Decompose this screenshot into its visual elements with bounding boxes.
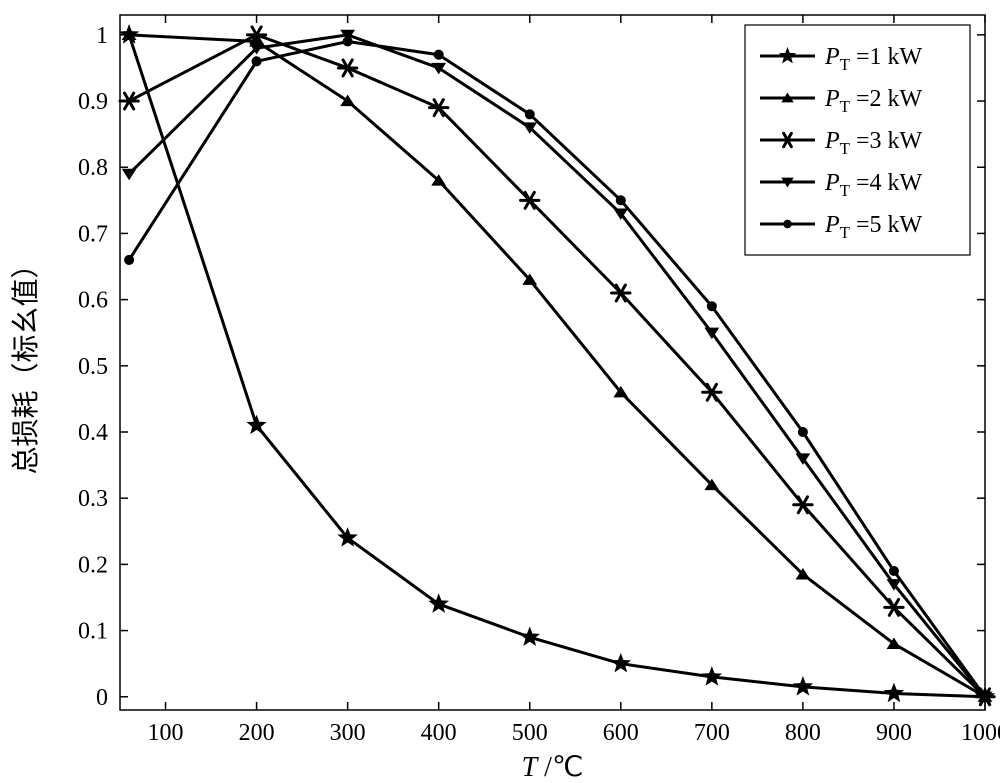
- y-tick-label: 0.3: [78, 486, 108, 512]
- legend-item-label: PT =2 kW: [824, 86, 922, 116]
- legend-item-label: PT =3 kW: [824, 128, 922, 158]
- y-axis-label: 总损耗（标幺值）: [10, 250, 42, 474]
- x-tick-label: 200: [239, 720, 275, 746]
- y-tick-label: 0.1: [78, 619, 108, 645]
- x-tick-label: 900: [876, 720, 912, 746]
- y-tick-label: 0: [96, 685, 108, 711]
- y-tick-label: 0.8: [78, 155, 108, 181]
- y-tick-label: 0.6: [78, 288, 108, 314]
- legend: PT =1 kW PT =2 kW PT =3 kW PT =4 kW PT =5 kW: [745, 25, 970, 255]
- x-tick-label: 1000: [961, 720, 1000, 746]
- x-tick-label: 600: [603, 720, 639, 746]
- x-tick-label: 300: [330, 720, 366, 746]
- legend-item-label: PT =4 kW: [824, 170, 922, 200]
- x-tick-label: 800: [785, 720, 821, 746]
- x-tick-label: 500: [512, 720, 548, 746]
- y-tick-label: 0.9: [78, 89, 108, 115]
- legend-item-label: PT =1 kW: [824, 44, 922, 74]
- chart-container: 100 200 300 400 500 600 700 800 900 1000 0 0.1 0.2 0.…: [0, 0, 1000, 783]
- x-tick-label: 400: [421, 720, 457, 746]
- y-tick-label: 0.2: [78, 552, 108, 578]
- x-axis-label: T /℃: [522, 752, 584, 783]
- y-tick-label: 0.4: [78, 420, 108, 446]
- legend-item-label: PT =5 kW: [824, 212, 922, 242]
- x-tick-label: 100: [148, 720, 184, 746]
- line-chart: 100 200 300 400 500 600 700 800 900 1000 0 0.1 0.2 0.…: [0, 0, 1000, 783]
- y-tick-label: 0.5: [78, 354, 108, 380]
- y-tick-label: 1: [96, 23, 108, 49]
- y-tick-label: 0.7: [78, 221, 108, 247]
- x-tick-label: 700: [694, 720, 730, 746]
